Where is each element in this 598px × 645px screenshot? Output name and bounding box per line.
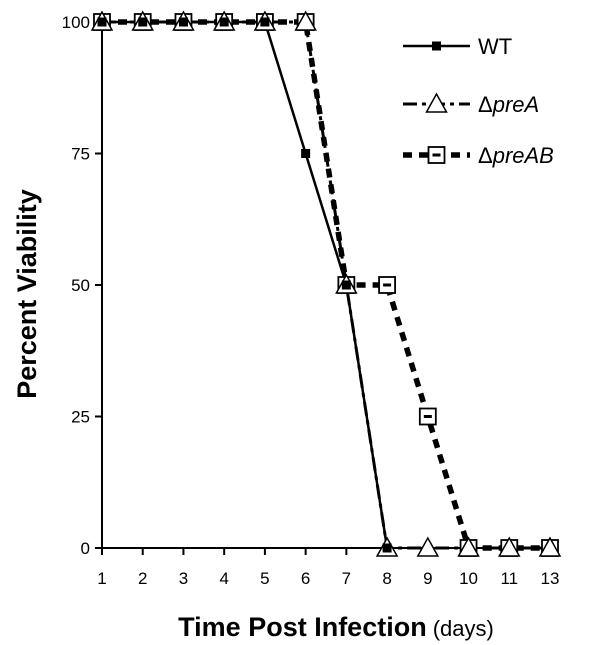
data-point-wt bbox=[382, 543, 392, 553]
marker-open-triangle bbox=[416, 536, 440, 557]
marker-filled-square bbox=[301, 149, 311, 158]
legend-label-name: preA bbox=[492, 92, 539, 117]
x-tick-label: 10 bbox=[459, 569, 478, 588]
marker-open-triangle bbox=[457, 536, 480, 557]
legend-label: ΔpreAB bbox=[478, 143, 554, 168]
x-tick-label: 11 bbox=[500, 569, 518, 588]
x-tick-label: 2 bbox=[138, 569, 147, 588]
marker-filled-square bbox=[219, 17, 229, 27]
data-point-wt bbox=[138, 17, 148, 27]
data-point-wt bbox=[260, 17, 270, 27]
y-tick-label: 50 bbox=[71, 276, 90, 295]
x-axis-unit: (days) bbox=[433, 616, 494, 641]
data-point-wt bbox=[219, 17, 229, 27]
x-tick-label: 9 bbox=[423, 569, 432, 588]
x-tick-label: 6 bbox=[301, 569, 310, 588]
data-point-prea bbox=[457, 536, 480, 557]
marker-open-triangle bbox=[497, 536, 521, 557]
legend-label-name: preAB bbox=[492, 143, 554, 168]
data-point-wt bbox=[341, 280, 351, 290]
x-tick-label: 1 bbox=[97, 569, 106, 588]
marker-inner-dash bbox=[432, 153, 441, 157]
data-point-wt bbox=[97, 17, 107, 27]
marker-open-triangle bbox=[538, 536, 562, 557]
marker-filled-square bbox=[97, 17, 107, 27]
legend-item-wt: WT bbox=[403, 34, 512, 59]
series-markers bbox=[90, 10, 562, 557]
data-point-preab bbox=[418, 407, 437, 426]
marker-filled-square bbox=[341, 280, 351, 290]
y-tick-label: 100 bbox=[62, 13, 90, 32]
x-tick-label: 5 bbox=[260, 569, 269, 588]
x-axis-title-text: Time Post Infection bbox=[178, 612, 427, 642]
x-tick-label: 8 bbox=[382, 569, 391, 588]
marker-open-triangle bbox=[294, 10, 317, 31]
x-tick-label: 7 bbox=[342, 569, 351, 588]
data-point-wt bbox=[178, 17, 188, 27]
data-point-prea bbox=[416, 536, 440, 557]
y-tick-label: 0 bbox=[81, 539, 90, 558]
legend-marker bbox=[425, 92, 448, 113]
x-tick-label: 3 bbox=[179, 569, 188, 588]
x-tick-label: 13 bbox=[541, 569, 560, 588]
y-tick-label: 25 bbox=[71, 408, 90, 427]
y-axis-title: Percent Viability bbox=[12, 189, 42, 399]
legend-marker bbox=[432, 41, 441, 51]
legend-label-prefix: Δ bbox=[478, 92, 493, 117]
marker-filled-square bbox=[138, 17, 148, 27]
legend-item-preab: ΔpreAB bbox=[403, 143, 554, 168]
data-point-wt bbox=[301, 149, 311, 158]
marker-filled-square bbox=[178, 17, 188, 27]
legend-label: ΔpreA bbox=[478, 92, 539, 117]
x-tick-label: 4 bbox=[219, 569, 228, 588]
marker-inner-dash bbox=[423, 415, 432, 418]
marker-filled-square bbox=[432, 41, 441, 51]
x-axis-title: Time Post Infection (days) bbox=[178, 612, 494, 642]
marker-filled-square bbox=[382, 543, 392, 553]
marker-open-triangle bbox=[425, 92, 448, 113]
data-point-prea bbox=[538, 536, 562, 557]
data-point-prea bbox=[294, 10, 317, 31]
legend-item-prea: ΔpreA bbox=[403, 92, 539, 117]
x-axis-ticks: 1 2 3 4 5 6 7 8 9 10 11 13 bbox=[97, 548, 559, 588]
plot-area: 0 25 50 75 100 1 2 3 4 5 6 7 8 9 10 11 13 bbox=[62, 10, 562, 588]
legend-marker bbox=[427, 146, 446, 164]
legend-label-prefix: Δ bbox=[478, 143, 493, 168]
legend-label: WT bbox=[478, 34, 512, 59]
marker-inner-dash bbox=[383, 283, 392, 287]
y-tick-label: 75 bbox=[71, 145, 90, 164]
marker-filled-square bbox=[260, 17, 270, 27]
data-point-prea bbox=[497, 536, 521, 557]
y-axis-ticks: 0 25 50 75 100 bbox=[62, 13, 102, 558]
data-point-preab bbox=[378, 276, 396, 294]
